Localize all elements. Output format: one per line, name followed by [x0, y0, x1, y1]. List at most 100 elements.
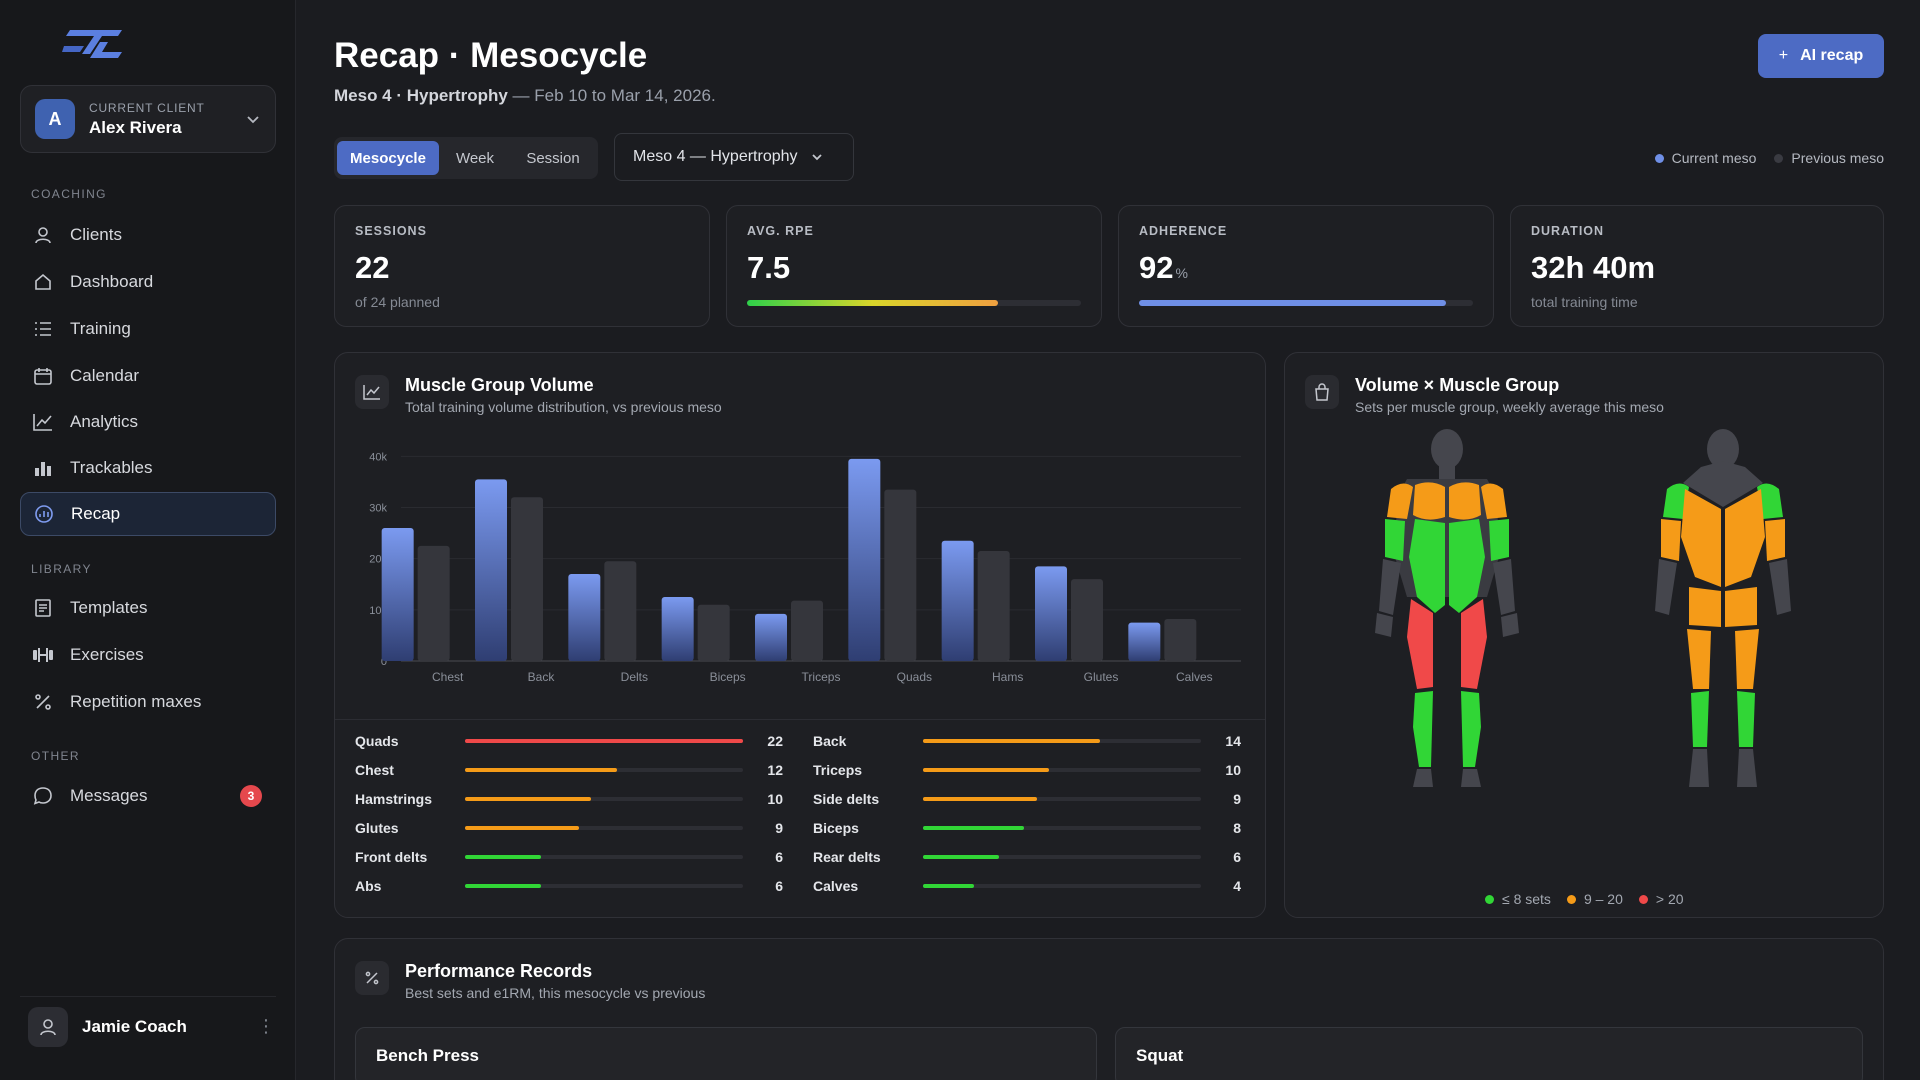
user-profile[interactable]: Jamie Coach ⋮ — [20, 996, 276, 1056]
section-label-coaching: COACHING — [31, 187, 107, 201]
bar-previous-glutes[interactable] — [1071, 579, 1103, 661]
sets-label: Triceps — [813, 762, 863, 778]
sets-value: 4 — [1233, 878, 1241, 894]
legend-swatch-previous — [1774, 153, 1784, 163]
sidebar-item-calendar[interactable]: Calendar — [20, 354, 276, 398]
bar-previous-hams[interactable] — [977, 551, 1010, 661]
bar-previous-triceps[interactable] — [791, 600, 823, 661]
sets-value: 6 — [775, 878, 783, 894]
template-icon — [32, 597, 54, 619]
percent-icon — [355, 961, 389, 995]
divider — [335, 719, 1265, 720]
sets-label: Glutes — [355, 820, 399, 836]
sidebar-item-clients[interactable]: Clients — [20, 213, 276, 257]
sidebar-item-label: Analytics — [70, 412, 139, 431]
legend-swatch-low — [1485, 894, 1494, 904]
sets-value: 6 — [1233, 849, 1241, 865]
bar-previous-back[interactable] — [511, 497, 543, 661]
app-logo[interactable] — [62, 26, 128, 65]
bar-current-delts[interactable] — [568, 574, 601, 661]
sets-value: 9 — [775, 820, 783, 836]
ai-recap-button[interactable]: + AI recap — [1758, 34, 1884, 78]
stat-subtext: of 24 planned — [355, 294, 440, 310]
stat-adherence: ADHERENCE 92% — [1118, 205, 1494, 327]
bar-current-hams[interactable] — [941, 540, 974, 661]
bar-current-chest[interactable] — [381, 527, 414, 661]
x-tick-label: Back — [528, 670, 556, 684]
avatar — [28, 1006, 68, 1047]
sidebar-item-trackables[interactable]: Trackables — [20, 446, 276, 490]
sets-value: 6 — [775, 849, 783, 865]
dumbbell-icon — [32, 644, 54, 666]
more-options-icon[interactable]: ⋮ — [257, 1016, 275, 1036]
sidebar-item-label: Repetition maxes — [70, 692, 202, 711]
meso-select[interactable]: Meso 4 — Hypertrophy — [614, 133, 854, 181]
sets-value: 10 — [1225, 762, 1241, 778]
sidebar-item-repetition-maxes[interactable]: Repetition maxes — [20, 680, 276, 724]
page-subtitle: Meso 4 · Hypertrophy — Feb 10 to Mar 14,… — [334, 86, 716, 106]
rpe-progress-bar — [747, 300, 1081, 306]
sets-bar — [923, 855, 1201, 859]
bar-current-back[interactable] — [475, 479, 507, 661]
sets-bar — [923, 797, 1201, 801]
body-front-figure — [1375, 429, 1519, 787]
x-tick-label: Biceps — [710, 670, 746, 684]
sets-bar — [923, 884, 1201, 888]
bag-icon — [1305, 375, 1339, 409]
sets-value: 14 — [1225, 733, 1241, 749]
sidebar-item-recap[interactable]: Recap — [20, 492, 276, 536]
sets-label: Hamstrings — [355, 791, 433, 807]
sidebar-item-training[interactable]: Training — [20, 307, 276, 351]
sidebar-item-templates[interactable]: Templates — [20, 586, 276, 630]
sets-label: Front delts — [355, 849, 428, 865]
tab-mesocycle[interactable]: Mesocycle — [337, 141, 439, 175]
section-label-other: OTHER — [31, 749, 80, 763]
sets-bar — [465, 884, 743, 888]
stat-value: 32h 40m — [1531, 250, 1656, 285]
sidebar-item-analytics[interactable]: Analytics — [20, 400, 276, 444]
stat-caption: SESSIONS — [355, 224, 427, 238]
card-subtitle: Best sets and e1RM, this mesocycle vs pr… — [405, 985, 706, 1001]
legend-swatch-current — [1654, 153, 1664, 163]
tab-session[interactable]: Session — [526, 149, 580, 167]
user-icon — [40, 1018, 56, 1035]
sidebar-item-exercises[interactable]: Exercises — [20, 633, 276, 677]
bar-previous-quads[interactable] — [884, 489, 917, 661]
bar-current-triceps[interactable] — [755, 613, 787, 661]
record-bench-press[interactable]: Bench Press — [355, 1027, 1097, 1080]
sets-bar — [465, 826, 743, 830]
card-title: Volume × Muscle Group — [1355, 375, 1560, 395]
legend-high: > 20 — [1655, 891, 1684, 907]
section-label-library: LIBRARY — [31, 562, 92, 576]
bar-previous-chest[interactable] — [417, 545, 450, 661]
card-subtitle: Total training volume distribution, vs p… — [405, 399, 722, 415]
bar-current-calves[interactable] — [1128, 622, 1161, 661]
sets-bar — [465, 739, 743, 743]
calendar-icon — [32, 365, 54, 387]
bar-current-glutes[interactable] — [1035, 566, 1067, 661]
record-squat[interactable]: Squat — [1115, 1027, 1863, 1080]
tab-week[interactable]: Week — [455, 149, 495, 167]
sidebar-item-dashboard[interactable]: Dashboard — [20, 260, 276, 304]
sets-value: 10 — [767, 791, 783, 807]
client-switcher[interactable]: A CURRENT CLIENT Alex Rivera — [20, 85, 276, 153]
bar-current-biceps[interactable] — [661, 597, 694, 661]
legend-swatch-mid — [1566, 894, 1576, 904]
list-icon — [32, 318, 54, 340]
bar-previous-biceps[interactable] — [697, 604, 730, 661]
sets-bar — [923, 739, 1201, 743]
home-icon — [32, 271, 54, 293]
sidebar-item-label: Exercises — [70, 645, 144, 664]
x-tick-label: Chest — [432, 670, 464, 684]
card-title: Performance Records — [405, 961, 593, 981]
bar-previous-calves[interactable] — [1164, 619, 1197, 661]
chevron-down-icon — [247, 116, 259, 124]
sets-bar — [923, 826, 1201, 830]
x-tick-label: Triceps — [802, 670, 841, 684]
sets-label: Rear delts — [813, 849, 881, 865]
bar-current-quads[interactable] — [848, 458, 881, 661]
sets-bar — [465, 855, 743, 859]
bar-previous-delts[interactable] — [604, 561, 637, 661]
sidebar-item-messages[interactable]: Messages 3 — [20, 774, 276, 818]
